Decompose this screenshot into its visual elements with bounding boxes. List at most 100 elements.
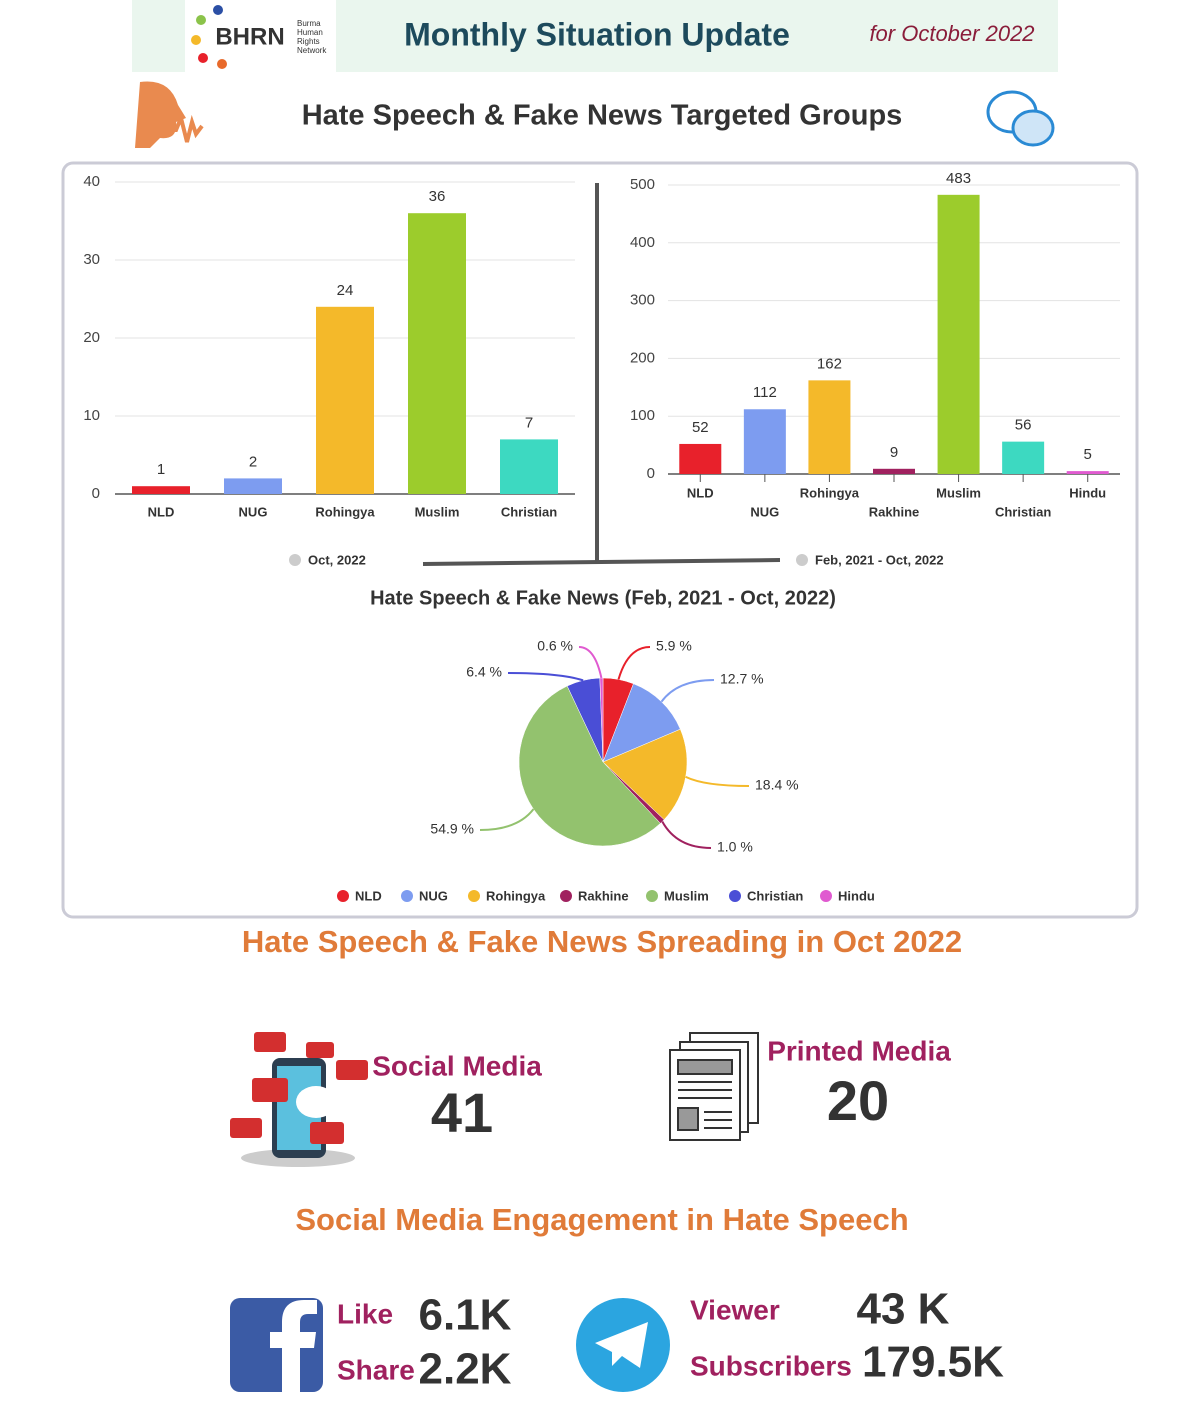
header-period: for October 2022 xyxy=(869,21,1034,46)
value-label: 5 xyxy=(1084,446,1092,463)
bar xyxy=(1066,471,1109,474)
value-label: 6.4 % xyxy=(466,664,502,680)
logo-text: BHRN xyxy=(215,23,284,50)
bar xyxy=(132,486,190,494)
value-label: 112 xyxy=(753,384,777,401)
y-tick-label: 300 xyxy=(630,292,655,309)
bar xyxy=(224,478,282,494)
value-label: 54.9 % xyxy=(430,821,474,837)
x-tick-label: NLD xyxy=(148,504,175,519)
leader-line xyxy=(661,821,712,849)
y-tick-label: 500 xyxy=(630,176,655,193)
leader-line xyxy=(479,808,535,831)
legend-label: Rohingya xyxy=(486,888,546,903)
y-tick-label: 200 xyxy=(630,349,655,366)
pie-slice xyxy=(602,728,688,820)
bar xyxy=(316,306,374,494)
legend-label: Feb, 2021 - Oct, 2022 xyxy=(815,552,944,567)
x-tick-label: Christian xyxy=(995,504,1051,519)
legend-marker xyxy=(337,890,349,902)
bar xyxy=(743,409,786,474)
value-label: 7 xyxy=(525,414,533,431)
social-media-label: Social Media xyxy=(372,1050,542,1081)
value-label: 18.4 % xyxy=(755,777,799,793)
subscribers-value: 179.5K xyxy=(862,1338,1004,1387)
telegram-icon xyxy=(576,1298,670,1392)
x-tick-label: Christian xyxy=(501,504,557,519)
share-value: 2.2K xyxy=(419,1345,512,1394)
x-tick-label: Hindu xyxy=(1069,485,1106,500)
legend-marker xyxy=(289,554,301,566)
value-label: 52 xyxy=(692,419,709,436)
legend-marker xyxy=(796,554,808,566)
speaker-icon xyxy=(135,81,204,148)
y-tick-label: 0 xyxy=(92,485,100,502)
leader-line xyxy=(617,646,651,680)
bar xyxy=(808,380,851,474)
social-media-icon xyxy=(230,1032,368,1167)
value-label: 56 xyxy=(1015,417,1032,434)
x-tick-label: Rohingya xyxy=(315,504,375,519)
legend-label: Christian xyxy=(747,888,803,903)
printed-media-label: Printed Media xyxy=(767,1035,951,1066)
like-label: Like xyxy=(337,1298,393,1329)
value-label: 483 xyxy=(946,170,971,187)
value-label: 162 xyxy=(817,355,842,372)
bar xyxy=(1002,441,1045,474)
facebook-icon xyxy=(230,1298,323,1392)
x-tick-label: Rohingya xyxy=(800,485,860,500)
chart-title: Hate Speech & Fake News (Feb, 2021 - Oct… xyxy=(370,587,836,609)
value-label: 1.0 % xyxy=(717,839,753,855)
spreading-title: Hate Speech & Fake News Spreading in Oct… xyxy=(242,924,962,959)
value-label: 0.6 % xyxy=(537,638,573,654)
legend-marker xyxy=(468,890,480,902)
legend-label: NLD xyxy=(355,888,382,903)
social-media-value: 41 xyxy=(431,1081,493,1144)
logo-figures xyxy=(191,5,227,69)
x-tick-label: NLD xyxy=(687,485,714,500)
logo-subtitle: Burma xyxy=(297,19,321,28)
bar xyxy=(408,213,466,494)
subscribers-label: Subscribers xyxy=(690,1350,852,1381)
x-tick-label: NUG xyxy=(750,504,779,519)
leader-line xyxy=(578,646,603,679)
value-label: 12.7 % xyxy=(720,671,764,687)
y-tick-label: 100 xyxy=(630,407,655,424)
viewer-label: Viewer xyxy=(690,1294,780,1325)
x-tick-label: Muslim xyxy=(936,485,981,500)
pie-slice xyxy=(518,685,661,847)
y-tick-label: 400 xyxy=(630,234,655,251)
legend-marker xyxy=(820,890,832,902)
header-title: Monthly Situation Update xyxy=(404,16,790,52)
y-tick-label: 20 xyxy=(83,329,100,346)
chat-icon xyxy=(986,90,1055,147)
x-tick-label: NUG xyxy=(239,504,268,519)
logo-subtitle: Network xyxy=(297,46,327,55)
value-label: 2 xyxy=(249,453,257,470)
value-label: 1 xyxy=(157,461,165,478)
logo-subtitle: Rights xyxy=(297,37,320,46)
y-tick-label: 0 xyxy=(647,465,655,482)
bar xyxy=(679,443,722,474)
legend-marker xyxy=(729,890,741,902)
bar xyxy=(873,468,915,474)
y-tick-label: 40 xyxy=(83,173,100,190)
leader-line xyxy=(507,672,584,682)
logo-subtitle: Human xyxy=(297,28,323,37)
pie-slice xyxy=(602,683,681,763)
legend-label: NUG xyxy=(419,888,448,903)
legend-marker xyxy=(401,890,413,902)
printed-media-value: 20 xyxy=(827,1069,889,1132)
x-tick-label: Muslim xyxy=(415,504,460,519)
viewer-value: 43 K xyxy=(857,1285,950,1334)
legend-marker xyxy=(560,890,572,902)
leader-line xyxy=(660,679,715,703)
legend-label: Rakhine xyxy=(578,888,629,903)
value-label: 24 xyxy=(337,282,354,299)
bar xyxy=(500,439,558,494)
newspaper-icon xyxy=(669,1032,759,1141)
legend-label: Hindu xyxy=(838,888,875,903)
logo-box xyxy=(185,0,336,72)
